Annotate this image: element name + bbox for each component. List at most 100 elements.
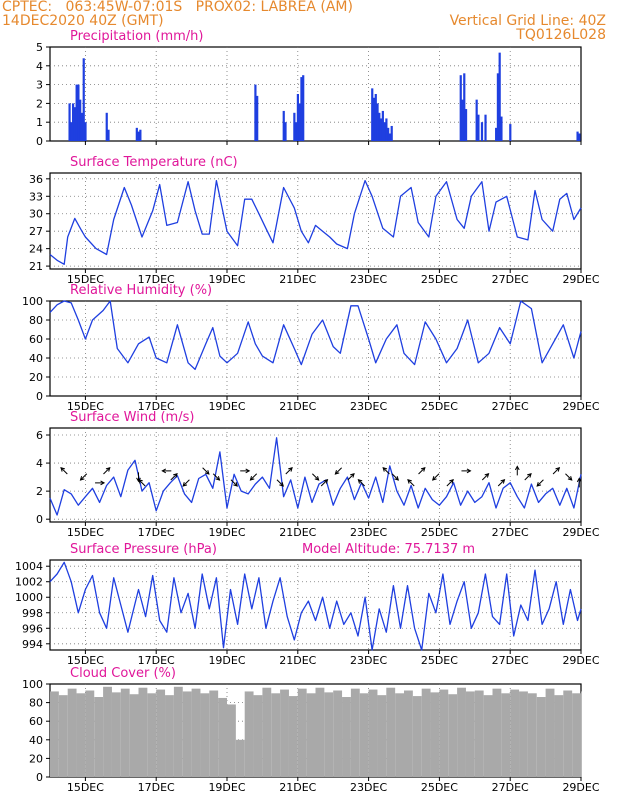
precip-bar (498, 52, 501, 141)
x-tick-label: 19DEC (208, 273, 245, 286)
wind-arrow-shaft (212, 473, 220, 481)
precip-bar (500, 116, 503, 141)
precip-bar (82, 58, 85, 141)
y-tick-label: 0 (36, 513, 43, 526)
precip-bar (254, 84, 257, 141)
cloud-column (191, 688, 201, 777)
y-tick-label: 3 (36, 79, 43, 92)
precip-bar (105, 112, 108, 141)
wind-arrow-shaft (536, 479, 544, 487)
y-tick-label: 24 (29, 243, 43, 256)
precip-bar (388, 133, 392, 141)
wind-arrow-head (500, 478, 506, 484)
series-line (49, 561, 582, 651)
x-tick-label: 17DEC (138, 526, 175, 539)
y-tick-label: 1000 (15, 591, 43, 604)
wind-arrow-shaft (565, 473, 573, 481)
panel-title: Surface Pressure (hPa) (70, 542, 217, 557)
wind-arrow (497, 478, 506, 487)
x-tick-label: 21DEC (279, 400, 316, 413)
precip-bar (72, 103, 75, 141)
x-tick-label: 27DEC (492, 526, 529, 539)
cloud-column (342, 697, 351, 777)
wind-arrow (382, 466, 390, 475)
header-station: CPTEC: 063:45W-07:01S PROX02: LABREA (AM… (2, 0, 353, 15)
x-tick-label: 21DEC (279, 526, 316, 539)
cloud-column (244, 691, 254, 777)
y-tick-label: 36 (29, 173, 43, 186)
cloud-column (554, 695, 564, 777)
precip-bar (295, 122, 298, 141)
cloud-column (111, 692, 121, 777)
wind-arrow (212, 473, 221, 481)
wind-arrow-head (407, 478, 412, 484)
plot-frame (49, 427, 582, 523)
wind-arrow-head (138, 478, 143, 484)
wind-arrow-head (173, 472, 178, 478)
y-tick-label: 6 (36, 429, 43, 442)
cloud-column (76, 693, 86, 777)
wind-arrow-shaft (391, 473, 399, 481)
cloud-column (421, 688, 431, 777)
panel-4: 0 2 4 6 15DEC 17DEC 19DEC 21DEC 23DEC 25DEC 27DEC 2… (36, 410, 600, 539)
x-tick-label: 19DEC (208, 400, 245, 413)
precip-bar (475, 99, 478, 141)
precip-bar (372, 97, 376, 141)
cloud-column (218, 697, 227, 777)
wind-arrow-head (182, 482, 188, 487)
wind-arrow-head (350, 472, 355, 478)
precip-bar (296, 94, 299, 141)
precip-bar (68, 103, 71, 141)
y-tick-label: 20 (29, 371, 43, 384)
x-tick-label: 15DEC (67, 526, 104, 539)
wind-arrow (576, 477, 582, 488)
wind-arrow-head (484, 472, 490, 478)
wind-arrow (285, 466, 293, 475)
y-tick-label: 996 (22, 622, 43, 635)
y-tick-label: 0 (36, 135, 43, 148)
x-tick-label: 27DEC (492, 400, 529, 413)
y-tick-label: 5 (36, 41, 43, 54)
cloud-column (395, 693, 404, 777)
x-tick-label: 17DEC (138, 781, 175, 794)
x-tick-label: 19DEC (208, 526, 245, 539)
wind-arrow-head (466, 468, 472, 474)
precip-bar (378, 112, 381, 141)
wind-arrow-shaft (524, 473, 532, 481)
wind-arrow-shaft (80, 473, 88, 481)
cloud-column (465, 691, 475, 777)
cloud-column (572, 693, 581, 777)
precip-bar (84, 122, 87, 141)
cloud-column (359, 693, 369, 777)
wind-arrow-head (576, 477, 582, 483)
wind-arrow (60, 466, 68, 475)
y-tick-label: 100 (22, 678, 43, 691)
precip-bar (137, 131, 140, 141)
precip-bar (73, 107, 76, 141)
precip-bar (293, 112, 296, 141)
precip-bar (107, 129, 110, 141)
wind-arrow-head (136, 477, 141, 483)
wind-arrow-head (536, 482, 542, 487)
header-grid-line: Vertical Grid Line: 40Z (449, 13, 606, 29)
x-tick-label: 25DEC (421, 654, 458, 667)
cloud-column (165, 695, 174, 777)
wind-arrow-head (567, 476, 573, 481)
wind-arrow-shaft (552, 467, 560, 475)
wind-arrow-head (100, 480, 106, 486)
x-tick-label: 23DEC (350, 273, 387, 286)
y-tick-label: 80 (29, 697, 43, 710)
wind-arrow-head (555, 466, 561, 472)
y-tick-label: 20 (29, 752, 43, 765)
cloud-column (483, 695, 493, 777)
y-tick-label: 4 (36, 457, 43, 470)
cloud-column (227, 704, 236, 777)
y-tick-label: 998 (22, 607, 43, 620)
panel-title: Surface Wind (m/s) (70, 410, 194, 425)
wind-arrow-head (245, 468, 251, 474)
wind-arrow-head (288, 466, 293, 472)
wind-arrow-shaft (103, 467, 111, 475)
wind-arrow-shaft (407, 479, 415, 487)
y-tick-label: 100 (22, 295, 43, 308)
y-tick-label: 30 (29, 208, 43, 221)
